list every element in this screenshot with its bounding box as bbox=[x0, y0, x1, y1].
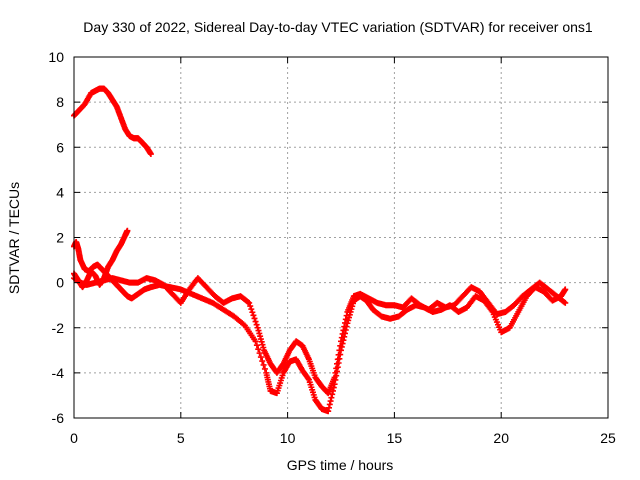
data-point-marker bbox=[337, 342, 344, 349]
data-point-marker bbox=[260, 361, 267, 368]
x-tick-label: 25 bbox=[600, 430, 616, 446]
data-point-marker bbox=[252, 318, 259, 325]
data-point-marker bbox=[341, 323, 348, 330]
data-point-marker bbox=[257, 336, 264, 343]
data-point-marker bbox=[305, 375, 312, 382]
data-point-marker bbox=[327, 398, 334, 405]
y-axis-label: SDTVAR / TECUs bbox=[6, 182, 22, 294]
y-tick-label: 0 bbox=[56, 275, 64, 291]
data-point-marker bbox=[333, 360, 340, 367]
data-point-marker bbox=[342, 319, 349, 326]
data-point-marker bbox=[252, 338, 259, 345]
y-tick-label: 8 bbox=[56, 94, 64, 110]
data-point-marker bbox=[255, 327, 262, 334]
data-point-marker bbox=[257, 333, 264, 340]
y-tick-label: -2 bbox=[52, 320, 65, 336]
data-point-marker bbox=[259, 341, 266, 348]
data-point-marker bbox=[254, 324, 261, 331]
data-series bbox=[71, 85, 569, 415]
x-tick-label: 5 bbox=[177, 430, 185, 446]
data-point-marker bbox=[343, 312, 350, 319]
y-tick-label: -4 bbox=[52, 365, 65, 381]
data-point-marker bbox=[259, 358, 266, 365]
data-point-marker bbox=[245, 299, 252, 306]
axis-ticks: 0 5 10 15 20 25 -6 -4 -2 0 2 4 6 8 10 bbox=[48, 49, 616, 446]
grid-lines bbox=[74, 57, 608, 418]
data-point-marker bbox=[328, 394, 335, 401]
data-point-marker bbox=[257, 354, 264, 361]
y-tick-label: 6 bbox=[56, 139, 64, 155]
data-point-marker bbox=[258, 338, 265, 345]
data-point-marker bbox=[325, 408, 332, 415]
data-point-marker bbox=[339, 330, 346, 337]
y-tick-label: 4 bbox=[56, 184, 64, 200]
data-point-marker bbox=[562, 299, 569, 306]
data-point-marker bbox=[251, 315, 258, 322]
data-point-marker bbox=[338, 338, 344, 345]
data-point-marker bbox=[332, 369, 339, 376]
data-point-marker bbox=[334, 356, 341, 363]
data-point-marker bbox=[256, 330, 263, 337]
y-tick-label: -6 bbox=[52, 410, 65, 426]
data-point-marker bbox=[247, 303, 254, 310]
data-point-marker bbox=[338, 334, 345, 341]
data-point-marker bbox=[562, 286, 569, 293]
data-point-marker bbox=[329, 391, 336, 398]
x-tick-label: 10 bbox=[280, 430, 296, 446]
series-segment-d bbox=[71, 275, 569, 397]
data-point-marker bbox=[249, 309, 256, 316]
data-point-marker bbox=[253, 342, 260, 349]
data-point-marker bbox=[342, 316, 349, 323]
data-point-marker bbox=[147, 151, 154, 158]
data-point-marker bbox=[246, 299, 253, 306]
data-point-marker bbox=[255, 346, 262, 353]
chart-title: Day 330 of 2022, Sidereal Day-to-day VTE… bbox=[83, 19, 593, 35]
data-point-marker bbox=[333, 365, 340, 372]
data-point-marker bbox=[325, 404, 332, 411]
x-tick-label: 0 bbox=[70, 430, 78, 446]
series-segment-c bbox=[71, 239, 569, 415]
data-point-marker bbox=[256, 350, 263, 357]
data-point-marker bbox=[261, 365, 268, 372]
series-segment-a bbox=[71, 85, 154, 158]
data-point-marker bbox=[248, 306, 255, 313]
data-point-marker bbox=[336, 347, 343, 354]
y-tick-label: 2 bbox=[56, 230, 64, 246]
y-tick-label: 10 bbox=[48, 49, 64, 65]
x-tick-label: 15 bbox=[387, 430, 403, 446]
data-point-marker bbox=[250, 312, 257, 319]
data-point-marker bbox=[340, 327, 347, 334]
data-point-marker bbox=[561, 299, 568, 306]
data-point-marker bbox=[253, 321, 260, 328]
x-tick-label: 20 bbox=[493, 430, 509, 446]
data-point-marker bbox=[335, 351, 342, 358]
data-point-marker bbox=[260, 344, 267, 351]
data-point-marker bbox=[331, 374, 338, 381]
x-axis-label: GPS time / hours bbox=[287, 457, 394, 473]
data-point-marker bbox=[326, 401, 333, 408]
data-point-marker bbox=[124, 227, 131, 234]
